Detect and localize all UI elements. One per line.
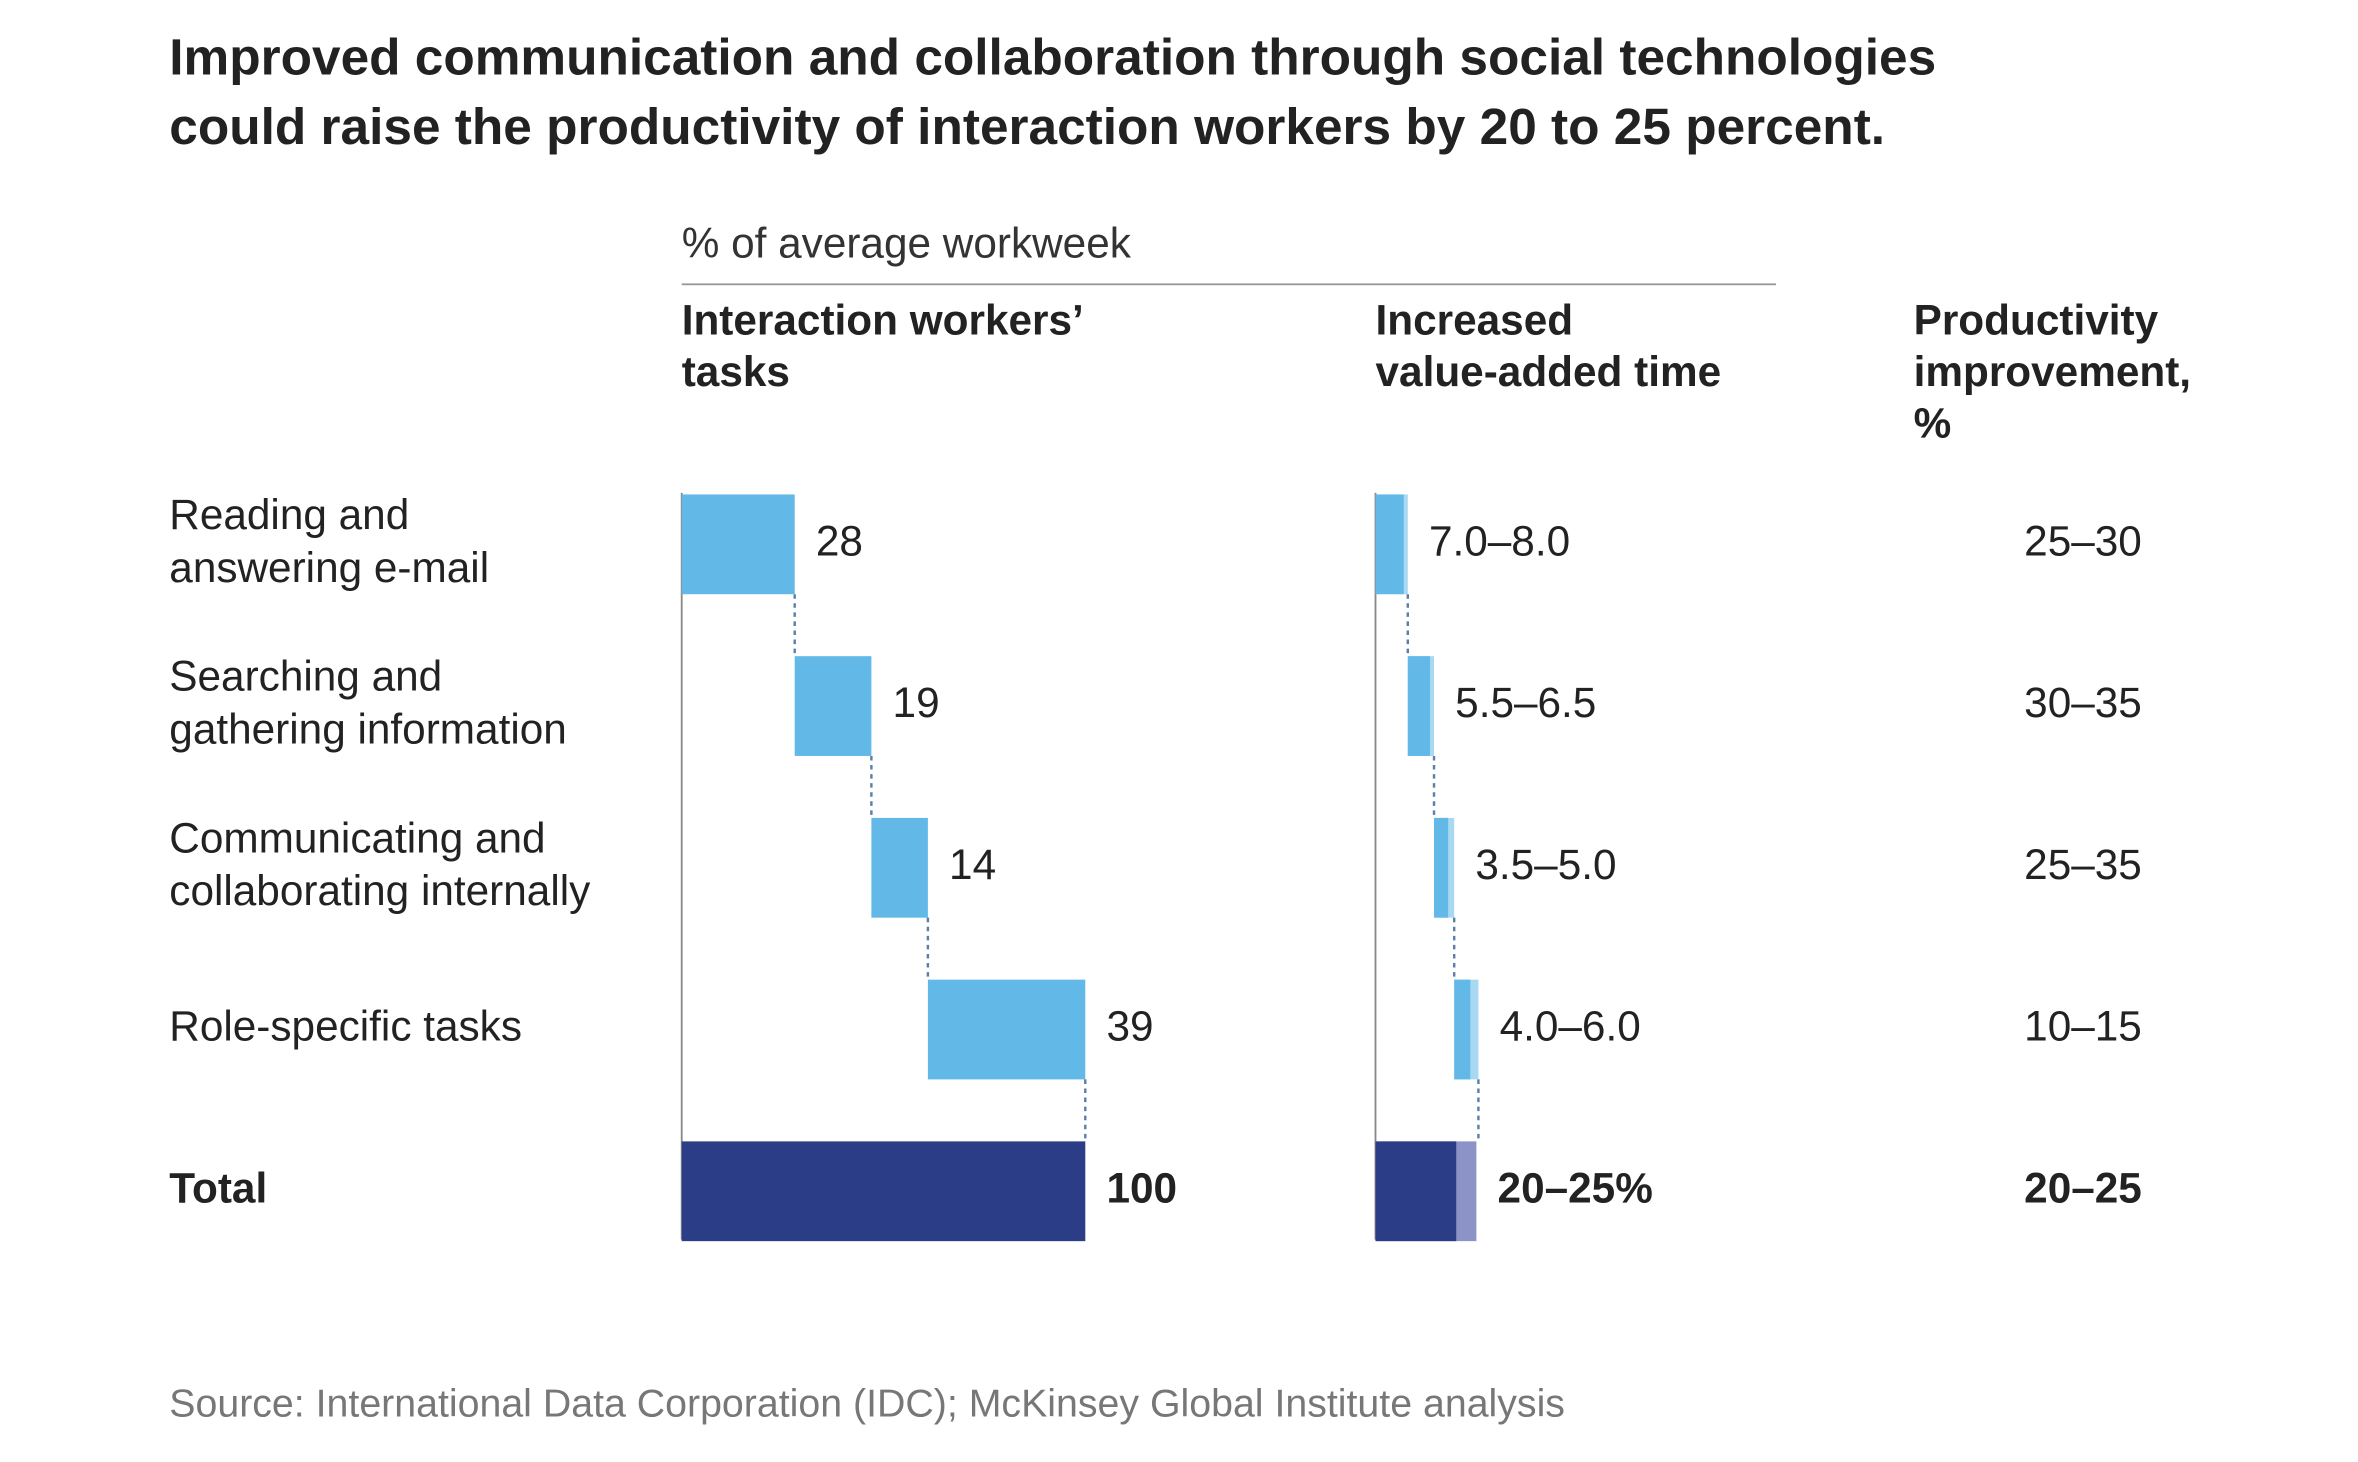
bar (1375, 494, 1404, 595)
category-label: Searching and gathering information (169, 653, 567, 753)
productivity-label: 30–35 (2024, 679, 2142, 726)
value-label: 28 (816, 517, 863, 564)
value-label: 3.5–5.0 (1475, 841, 1616, 888)
productivity-label: 10–15 (2024, 1003, 2142, 1050)
value-label: 20–25% (1498, 1164, 1653, 1211)
value-label: 7.0–8.0 (1429, 517, 1570, 564)
productivity-label: 20–25 (2024, 1164, 2142, 1211)
column-header: Increased value-added time (1375, 297, 1721, 395)
source: Source: International Data Corporation (… (169, 1381, 1565, 1425)
category-label: Reading and answering e-mail (169, 491, 489, 591)
value-label: 39 (1106, 1003, 1153, 1050)
value-label: 19 (893, 679, 940, 726)
column-header: Interaction workers’ tasks (682, 297, 1084, 395)
value-label: 4.0–6.0 (1500, 1003, 1641, 1050)
column-header: Productivity improvement,% (1914, 297, 2191, 447)
subtitle: % of average workweek (682, 220, 1132, 267)
value-label: 5.5–6.5 (1455, 679, 1596, 726)
bar (681, 494, 795, 595)
bar (794, 656, 872, 756)
productivity-label: 25–30 (2024, 517, 2142, 564)
bar (1407, 656, 1430, 756)
category-label: Communicating and collaborating internall… (169, 815, 591, 915)
value-label: 100 (1106, 1164, 1177, 1211)
category-label: Total (169, 1164, 267, 1211)
productivity-label: 25–35 (2024, 841, 2142, 888)
bar (1454, 979, 1471, 1080)
bar (871, 817, 928, 918)
category-label: Role-specific tasks (169, 1003, 522, 1050)
bar (1375, 1141, 1457, 1242)
bar (1434, 817, 1449, 918)
chart-title: Improved communication and collaboration… (169, 27, 1936, 155)
bar (681, 1141, 1086, 1242)
value-label: 14 (949, 841, 996, 888)
bar (927, 979, 1086, 1080)
